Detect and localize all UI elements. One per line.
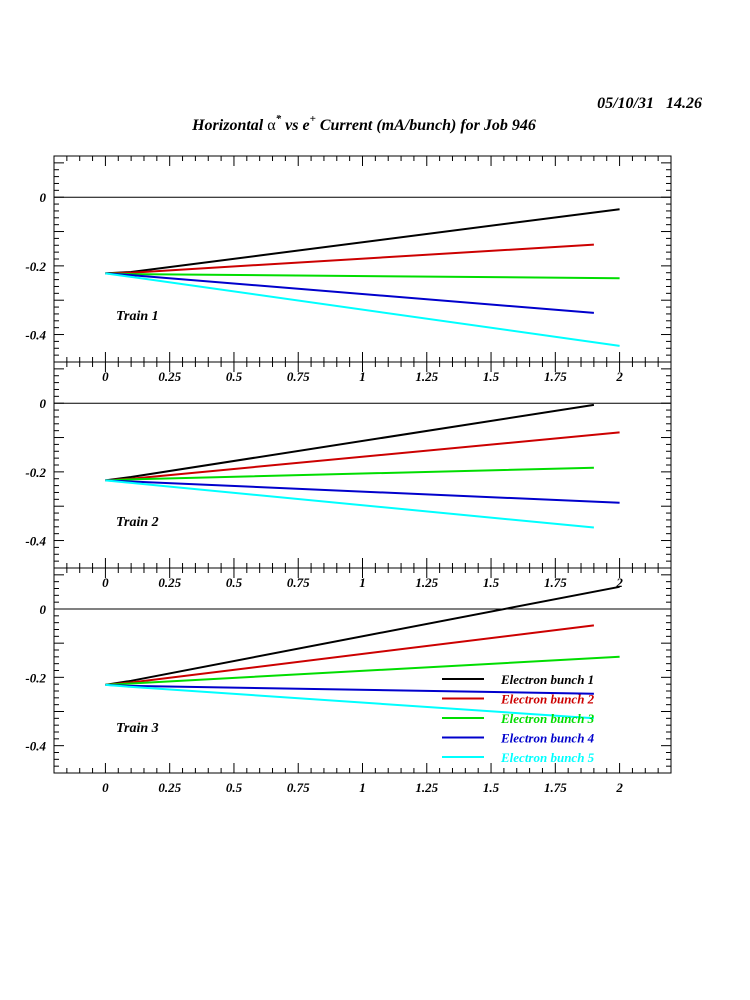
- panel-label: Train 1: [116, 309, 159, 324]
- series-line-bunch-5: [105, 683, 594, 720]
- x-tick-label: 1.5: [483, 369, 500, 384]
- panel-train-1: 0 -0.2 -0.4 0 0.25 0.5 0.75 1 1.25 1.5 1.75 2 Train …: [25, 155, 672, 384]
- y-tick-label: 0: [40, 396, 47, 411]
- x-tick-label: 2: [615, 780, 623, 795]
- legend-label-bunch-1: Electron bunch 1: [500, 672, 594, 687]
- x-tick-label: 1.5: [483, 575, 500, 590]
- y-tick-label: -0.4: [25, 328, 46, 343]
- legend-label-bunch-4: Electron bunch 4: [500, 731, 595, 746]
- x-tick-label: 1.25: [415, 780, 438, 795]
- x-tick-label: 0.5: [226, 780, 243, 795]
- chart-title: Horizontal α* vs e+ Current (mA/bunch) f…: [191, 113, 536, 134]
- x-tick-label: 0.75: [287, 369, 310, 384]
- x-tick-label: 0.25: [158, 780, 181, 795]
- x-tick-label: 1.25: [415, 575, 438, 590]
- x-tick-label: 1: [359, 575, 366, 590]
- panel-train-2: 0 -0.2 -0.4 0 0.25 0.5 0.75 1 1.25 1.5 1.75 2 Train …: [25, 361, 672, 590]
- title-mid: vs e: [281, 117, 309, 134]
- title-star: *: [276, 113, 282, 125]
- legend: Electron bunch 1 Electron bunch 2 Electron…: [442, 672, 595, 765]
- y-tick-label: -0.4: [25, 534, 46, 549]
- x-tick-label: 1.5: [483, 780, 500, 795]
- x-tick-label: 0: [102, 575, 109, 590]
- x-tick-label: 0: [102, 780, 109, 795]
- x-tick-label: 0.5: [226, 575, 243, 590]
- x-tick-label: 0.5: [226, 369, 243, 384]
- title-plus: +: [310, 113, 316, 125]
- x-tick-label: 0.75: [287, 575, 310, 590]
- legend-label-bunch-2: Electron bunch 2: [500, 692, 595, 707]
- x-tick-label: 2: [615, 369, 623, 384]
- y-tick-label: -0.2: [25, 465, 46, 480]
- y-tick-label: -0.2: [25, 259, 46, 274]
- x-tick-label: 1.75: [544, 369, 567, 384]
- x-tick-label: 1.75: [544, 780, 567, 795]
- y-tick-label: 0: [40, 602, 47, 617]
- series-line-bunch-4: [105, 479, 620, 504]
- date-time-stamp: 05/10/31 14.26: [597, 95, 702, 112]
- series-line-bunch-3: [105, 272, 620, 280]
- panel-frame: [53, 361, 672, 569]
- x-tick-label: 0.25: [158, 575, 181, 590]
- x-tick-label: 0: [102, 369, 109, 384]
- x-tick-label: 1: [359, 369, 366, 384]
- x-tick-label: 1: [359, 780, 366, 795]
- series-line-bunch-5: [105, 479, 594, 529]
- x-tick-label: 1.75: [544, 575, 567, 590]
- y-tick-label: -0.2: [25, 670, 46, 685]
- y-tick-label: 0: [40, 190, 47, 205]
- title-suffix: Current (mA/bunch) for Job 946: [316, 117, 536, 134]
- series-line-bunch-2: [105, 243, 594, 275]
- series-line-bunch-5: [105, 272, 620, 347]
- panel-label: Train 3: [116, 721, 159, 736]
- panel-train-3: 0 -0.2 -0.4 0 0.25 0.5 0.75 1 1.25 1.5 1.75 2 Train …: [25, 567, 672, 795]
- legend-label-bunch-3: Electron bunch 3: [500, 711, 595, 726]
- legend-label-bunch-5: Electron bunch 5: [500, 750, 595, 765]
- x-tick-label: 1.25: [415, 369, 438, 384]
- x-tick-label: 0.75: [287, 780, 310, 795]
- x-tick-label: 2: [615, 575, 623, 590]
- panels-group: 0 -0.2 -0.4 0 0.25 0.5 0.75 1 1.25 1.5 1.75 2 Train …: [25, 155, 672, 795]
- title-alpha: α: [267, 117, 276, 134]
- y-tick-label: -0.4: [25, 739, 46, 754]
- series-line-bunch-1: [105, 208, 620, 275]
- panel-label: Train 2: [116, 515, 159, 530]
- x-tick-label: 0.25: [158, 369, 181, 384]
- title-prefix: Horizontal: [191, 117, 267, 134]
